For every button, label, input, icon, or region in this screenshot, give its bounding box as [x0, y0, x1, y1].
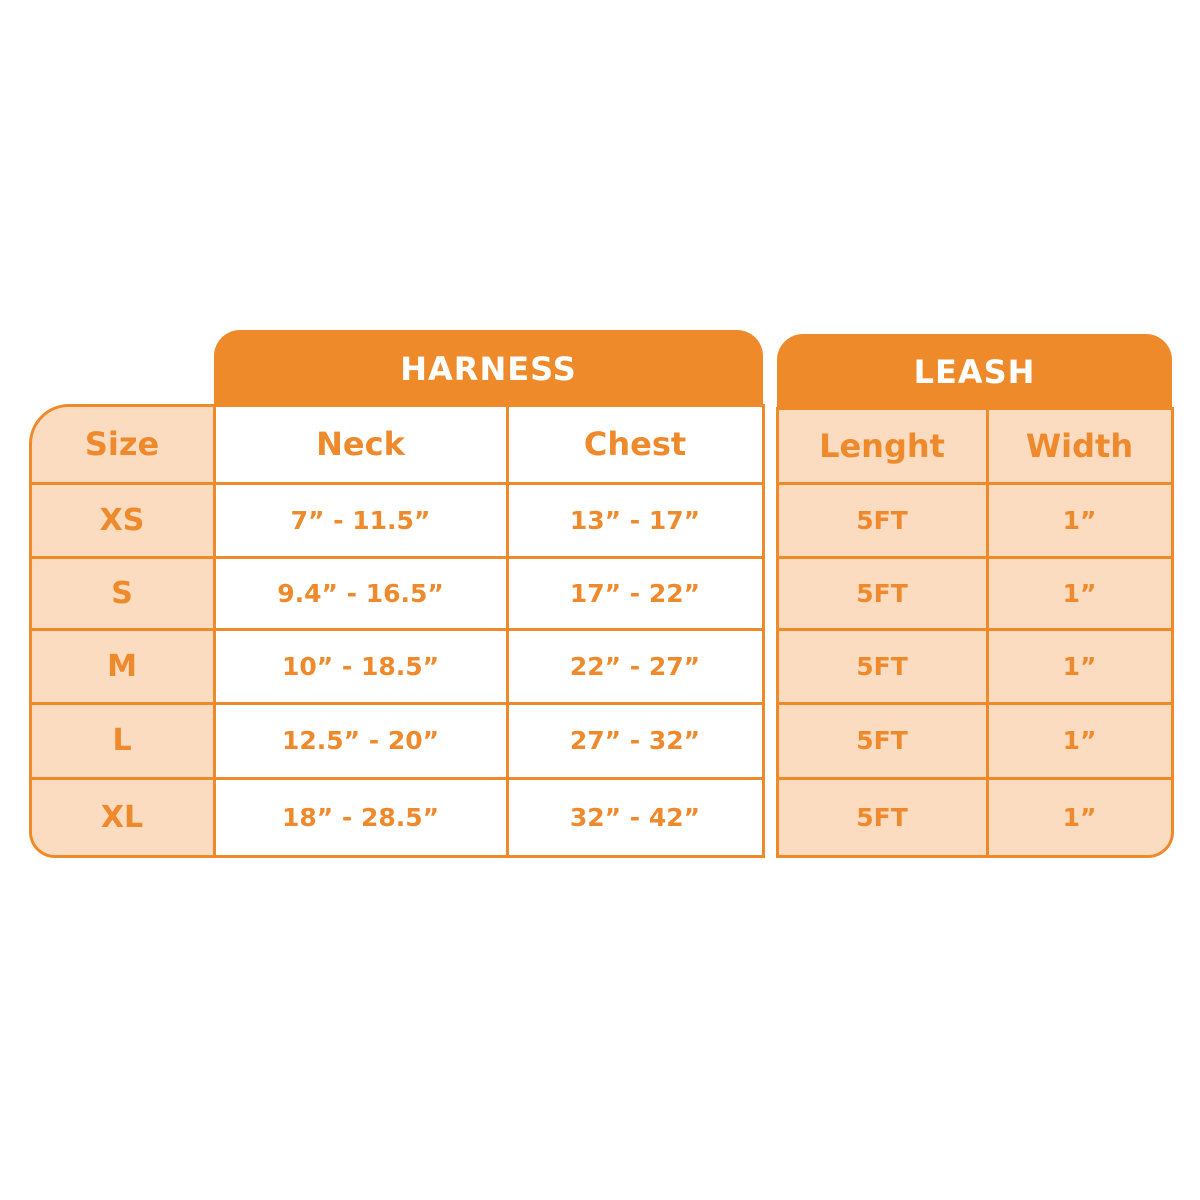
cell-neck: 9.4” - 16.5” [212, 555, 509, 631]
cell-length: 5FT [775, 627, 989, 705]
leash-header: LEASH [777, 334, 1172, 410]
cell-chest: 13” - 17” [505, 481, 765, 559]
cell-length: 5FT [775, 555, 989, 631]
column-header-length: Lenght [775, 406, 989, 485]
cell-size: XS [28, 481, 216, 559]
column-header-size: Size [28, 403, 216, 485]
cell-length: 5FT [775, 701, 989, 780]
cell-size: M [28, 627, 216, 705]
cell-length: 5FT [775, 481, 989, 559]
column-header-chest: Chest [505, 403, 765, 485]
cell-neck: 12.5” - 20” [212, 701, 509, 780]
cell-width: 1” [985, 627, 1174, 705]
cell-size: S [28, 555, 216, 631]
cell-chest: 22” - 27” [505, 627, 765, 705]
cell-size: L [28, 701, 216, 780]
cell-length: 5FT [775, 776, 989, 858]
cell-chest: 27” - 32” [505, 701, 765, 780]
cell-width: 1” [985, 481, 1174, 559]
cell-width: 1” [985, 701, 1174, 780]
cell-neck: 10” - 18.5” [212, 627, 509, 705]
cell-neck: 18” - 28.5” [212, 776, 509, 858]
cell-width: 1” [985, 776, 1174, 858]
cell-size: XL [28, 776, 216, 858]
column-header-width: Width [985, 406, 1174, 485]
column-header-neck: Neck [212, 403, 509, 485]
cell-chest: 17” - 22” [505, 555, 765, 631]
cell-chest: 32” - 42” [505, 776, 765, 858]
cell-width: 1” [985, 555, 1174, 631]
harness-header: HARNESS [214, 330, 763, 407]
cell-neck: 7” - 11.5” [212, 481, 509, 559]
